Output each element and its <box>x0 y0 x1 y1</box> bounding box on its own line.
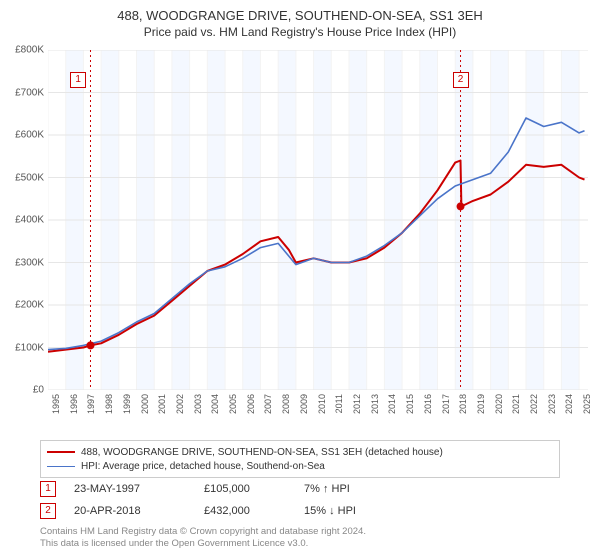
chart-title-subtitle: Price paid vs. HM Land Registry's House … <box>0 25 600 39</box>
x-tick-label: 1998 <box>104 394 114 414</box>
y-tick-label: £800K <box>15 45 48 56</box>
legend-swatch-price-paid <box>47 451 75 453</box>
marker-delta-2: 15% ↓ HPI <box>304 505 404 517</box>
x-tick-label: 2013 <box>370 394 380 414</box>
x-tick-label: 2015 <box>405 394 415 414</box>
x-tick-label: 2014 <box>387 394 397 414</box>
marker-price-2: £432,000 <box>204 505 304 517</box>
x-tick-label: 2009 <box>299 394 309 414</box>
y-tick-label: £300K <box>15 257 48 268</box>
x-tick-label: 2002 <box>175 394 185 414</box>
y-tick-label: £400K <box>15 215 48 226</box>
footer-attribution: Contains HM Land Registry data © Crown c… <box>40 526 560 550</box>
marker-badge-2: 2 <box>40 503 56 519</box>
x-tick-label: 2022 <box>529 394 539 414</box>
marker-note-2: 2 <box>453 72 469 88</box>
y-tick-label: £100K <box>15 342 48 353</box>
x-tick-label: 2006 <box>246 394 256 414</box>
marker-date-2: 20-APR-2018 <box>74 505 204 517</box>
chart-svg <box>48 50 588 390</box>
marker-price-1: £105,000 <box>204 483 304 495</box>
y-tick-label: £0 <box>33 385 48 396</box>
chart-title-address: 488, WOODGRANGE DRIVE, SOUTHEND-ON-SEA, … <box>0 8 600 23</box>
x-tick-label: 1999 <box>122 394 132 414</box>
x-tick-label: 2011 <box>334 394 344 413</box>
x-tick-label: 2007 <box>263 394 273 414</box>
title-block: 488, WOODGRANGE DRIVE, SOUTHEND-ON-SEA, … <box>0 0 600 39</box>
x-tick-label: 2001 <box>157 394 167 414</box>
legend-label-hpi: HPI: Average price, detached house, Sout… <box>81 461 325 472</box>
legend-row-price-paid: 488, WOODGRANGE DRIVE, SOUTHEND-ON-SEA, … <box>47 445 553 459</box>
x-tick-label: 1995 <box>51 394 61 414</box>
legend-swatch-hpi <box>47 466 75 467</box>
x-tick-label: 2023 <box>547 394 557 414</box>
legend: 488, WOODGRANGE DRIVE, SOUTHEND-ON-SEA, … <box>40 440 560 478</box>
x-tick-label: 2008 <box>281 394 291 414</box>
x-tick-label: 2021 <box>511 394 521 414</box>
x-axis-labels: 1995 1996 1997 1998 1999 2000 2001 2002 2003 2004… <box>48 392 588 432</box>
x-tick-label: 2010 <box>317 394 327 414</box>
chart-container: 488, WOODGRANGE DRIVE, SOUTHEND-ON-SEA, … <box>0 0 600 560</box>
marker-date-1: 23-MAY-1997 <box>74 483 204 495</box>
marker-note-1: 1 <box>70 72 86 88</box>
x-tick-label: 2000 <box>140 394 150 414</box>
x-tick-label: 2012 <box>352 394 362 414</box>
marker-row-2: 2 20-APR-2018 £432,000 15% ↓ HPI <box>40 500 560 522</box>
footer-line2: This data is licensed under the Open Gov… <box>40 538 560 550</box>
x-tick-label: 2005 <box>228 394 238 414</box>
x-tick-label: 2020 <box>494 394 504 414</box>
plot-area: £0£100K£200K£300K£400K£500K£600K£700K£80… <box>48 50 588 390</box>
x-tick-label: 2017 <box>441 394 451 414</box>
x-tick-label: 2025 <box>582 394 592 414</box>
y-tick-label: £600K <box>15 130 48 141</box>
x-tick-label: 2024 <box>564 394 574 414</box>
x-tick-label: 1997 <box>86 394 96 414</box>
x-tick-label: 2016 <box>423 394 433 414</box>
x-tick-label: 1996 <box>69 394 79 414</box>
marker-badge-1: 1 <box>40 481 56 497</box>
y-tick-label: £200K <box>15 300 48 311</box>
legend-label-price-paid: 488, WOODGRANGE DRIVE, SOUTHEND-ON-SEA, … <box>81 447 443 458</box>
x-tick-label: 2018 <box>458 394 468 414</box>
marker-details: 1 23-MAY-1997 £105,000 7% ↑ HPI 2 20-APR… <box>40 478 560 522</box>
marker-delta-1: 7% ↑ HPI <box>304 483 404 495</box>
y-tick-label: £700K <box>15 87 48 98</box>
legend-row-hpi: HPI: Average price, detached house, Sout… <box>47 459 553 473</box>
y-tick-label: £500K <box>15 172 48 183</box>
footer-line1: Contains HM Land Registry data © Crown c… <box>40 526 560 538</box>
x-tick-label: 2004 <box>210 394 220 414</box>
x-tick-label: 2003 <box>193 394 203 414</box>
x-tick-label: 2019 <box>476 394 486 414</box>
marker-row-1: 1 23-MAY-1997 £105,000 7% ↑ HPI <box>40 478 560 500</box>
